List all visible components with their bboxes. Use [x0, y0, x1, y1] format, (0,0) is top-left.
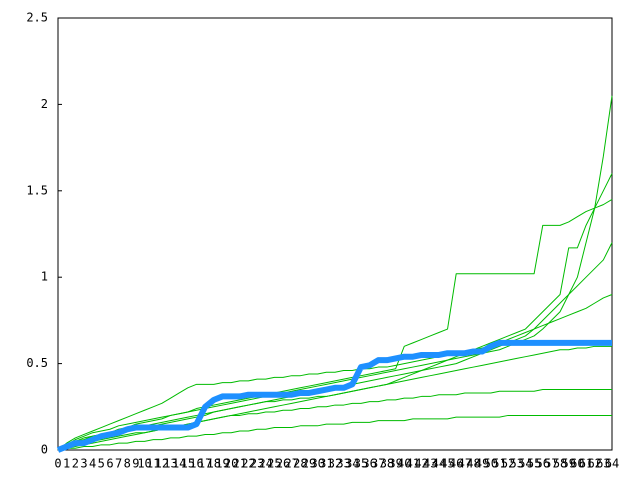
x-tick-label: 46 — [449, 457, 463, 471]
x-tick-label: 10 — [137, 457, 151, 471]
x-tick-label: 42 — [414, 457, 428, 471]
y-tick-label: 1.5 — [26, 183, 48, 197]
x-tick-label: 13 — [163, 457, 177, 471]
x-tick-label: 51 — [492, 457, 506, 471]
x-tick-label: 37 — [371, 457, 385, 471]
x-tick-label: 23 — [250, 457, 264, 471]
x-tick-label: 47 — [458, 457, 472, 471]
line — [57, 414, 612, 451]
x-tick-label: 36 — [362, 457, 376, 471]
x-tick-label: 60 — [570, 457, 584, 471]
x-tick-label: 44 — [432, 457, 446, 471]
x-tick-label: 43 — [423, 457, 437, 471]
x-tick-label: 27 — [284, 457, 298, 471]
x-tick-label: 31 — [319, 457, 333, 471]
x-tick-label: 19 — [215, 457, 229, 471]
x-tick-label: 28 — [293, 457, 307, 471]
line — [57, 199, 613, 451]
x-tick-label: 0 — [54, 457, 61, 471]
x-tick-label: 58 — [553, 457, 567, 471]
x-tick-label: 62 — [587, 457, 601, 471]
x-tick-label: 32 — [328, 457, 342, 471]
x-tick-label: 4 — [89, 457, 96, 471]
highlight-line — [56, 339, 612, 453]
x-tick-label: 59 — [561, 457, 575, 471]
x-tick-label: 9 — [132, 457, 139, 471]
x-tick-label: 15 — [181, 457, 195, 471]
x-tick-label: 25 — [267, 457, 281, 471]
x-tick-label: 64 — [605, 457, 619, 471]
x-tick-label: 33 — [336, 457, 350, 471]
y-tick-label: 0.5 — [26, 356, 48, 370]
line — [57, 294, 613, 451]
x-tick-label: 40 — [397, 457, 411, 471]
x-tick-label: 38 — [380, 457, 394, 471]
plot-frame — [57, 17, 613, 451]
x-tick-label: 50 — [484, 457, 498, 471]
x-tick-label: 24 — [259, 457, 273, 471]
x-tick-label: 5 — [98, 457, 105, 471]
x-tick-label: 2 — [72, 457, 79, 471]
x-tick-label: 54 — [518, 457, 532, 471]
x-tick-label: 1 — [63, 457, 70, 471]
x-tick-label: 26 — [276, 457, 290, 471]
x-tick-label: 7 — [115, 457, 122, 471]
x-tick-label: 52 — [501, 457, 515, 471]
x-tick-label: 39 — [388, 457, 402, 471]
x-tick-label: 20 — [224, 457, 238, 471]
x-tick-label: 21 — [233, 457, 247, 471]
x-tick-label: 34 — [345, 457, 359, 471]
x-tick-label: 14 — [172, 457, 186, 471]
x-tick-label: 30 — [310, 457, 324, 471]
line — [57, 389, 612, 451]
x-tick-label: 12 — [155, 457, 169, 471]
x-tick-label: 45 — [440, 457, 454, 471]
y-tick-label: 1 — [41, 270, 48, 284]
x-tick-label: 17 — [198, 457, 212, 471]
y-tick-label: 2 — [41, 97, 48, 111]
x-tick-label: 35 — [354, 457, 368, 471]
x-tick-label: 55 — [527, 457, 541, 471]
x-tick-label: 29 — [302, 457, 316, 471]
x-tick-label: 57 — [544, 457, 558, 471]
x-tick-label: 61 — [579, 457, 593, 471]
x-tick-label: 16 — [189, 457, 203, 471]
x-tick-label: 53 — [510, 457, 524, 471]
y-tick-label: 2.5 — [26, 11, 48, 25]
x-tick-label: 48 — [466, 457, 480, 471]
x-tick-label: 49 — [475, 457, 489, 471]
x-tick-label: 56 — [536, 457, 550, 471]
x-tick-label: 41 — [406, 457, 420, 471]
x-tick-label: 63 — [596, 457, 610, 471]
x-tick-label: 11 — [146, 457, 160, 471]
x-tick-label: 6 — [106, 457, 113, 471]
x-tick-label: 8 — [124, 457, 131, 471]
x-tick-label: 18 — [207, 457, 221, 471]
x-tick-label: 22 — [241, 457, 255, 471]
x-tick-label: 3 — [80, 457, 87, 471]
y-tick-label: 0 — [41, 443, 48, 457]
